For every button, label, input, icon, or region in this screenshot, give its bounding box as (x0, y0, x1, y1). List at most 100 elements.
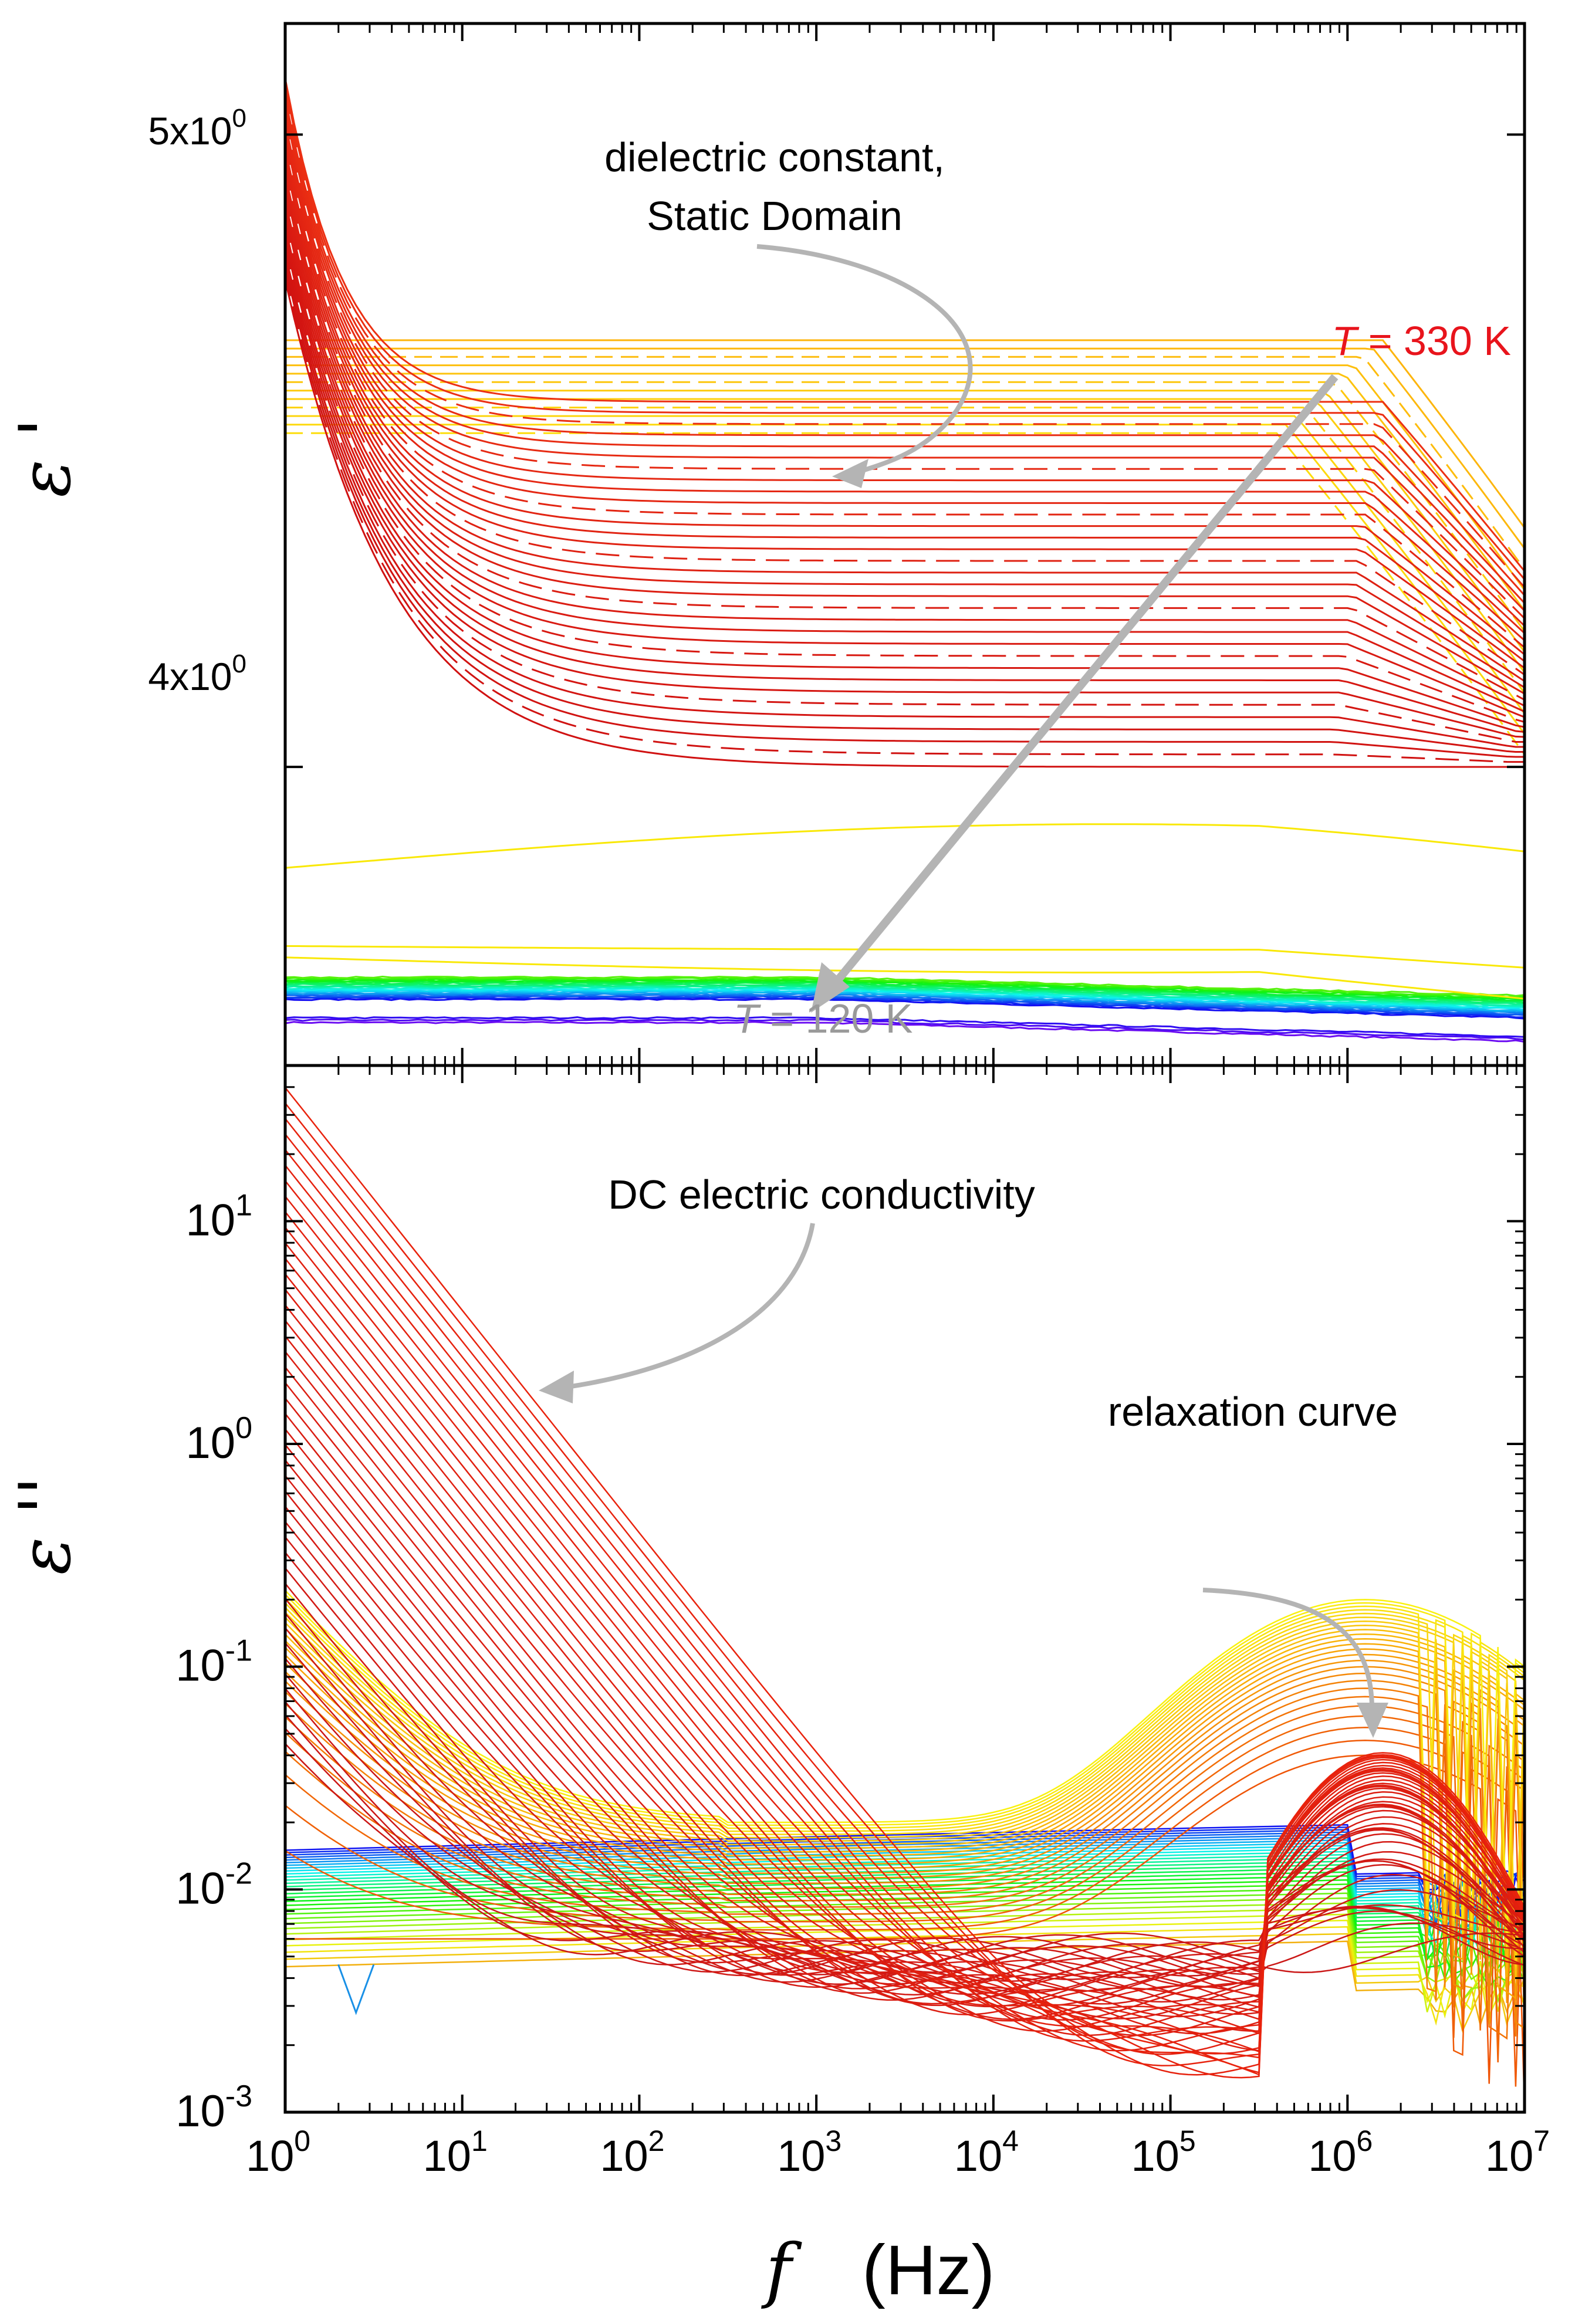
eps-dprime-relax-series (285, 1622, 1525, 1975)
eps-prime-hot-series (285, 122, 1525, 627)
t-cold-label: T = 120 K (734, 996, 912, 1041)
eps-dprime-relax-series (285, 1638, 1525, 1857)
bottom-xtick-label: 106 (1308, 2125, 1373, 2180)
bottom-xtick-label: 103 (777, 2125, 841, 2180)
bottom-ytick-labels: 10-3 10-2 10-1 100 101 (175, 1188, 252, 2136)
eps-prime-hot-series (285, 199, 1525, 707)
eps-prime-hot-series (285, 193, 1525, 701)
bottom-xtick-label: 107 (1485, 2125, 1550, 2180)
eps-prime-mid-series (285, 390, 1525, 652)
bottom-xtick-label: 102 (600, 2125, 664, 2180)
eps-prime-hot-series (285, 213, 1525, 718)
eps-dprime-conductivity-series (285, 1134, 1525, 2076)
eps-dprime-relax-series (285, 1612, 1525, 1967)
eps-prime-hot-series (285, 97, 1525, 596)
eps-prime-hot-series (285, 154, 1525, 662)
bottom-panel: 10-3 10-2 10-1 100 101 100 101 102 103 104 105 106… (5, 1064, 1550, 2311)
eps-dprime-lowT-series (285, 1868, 1525, 1968)
relaxation-arrowhead (1357, 1703, 1388, 1738)
eps-dprime-relax-series (285, 1606, 1525, 1940)
eps-dprime-relax-series (285, 1633, 1525, 1977)
eps-prime-lowT-series (285, 994, 1525, 1016)
eps-prime-hot-series (285, 279, 1525, 768)
bottom-xtick-label: 100 (246, 2125, 310, 2180)
static-domain-arrowhead (832, 459, 868, 488)
bottom-series-group (285, 1087, 1525, 2108)
eps-prime-mid-series (285, 373, 1525, 611)
eps-dprime-lowT-series (285, 1879, 1525, 1979)
eps-dprime-relax-series (285, 1705, 1525, 2031)
top-ticks (284, 23, 1526, 1065)
top-panel: 5x100 4x100 ε ' dielectric constant, Sta… (5, 22, 1526, 1067)
bottom-xtick-labels: 100 101 102 103 104 105 106 107 (246, 2125, 1550, 2180)
static-domain-annotation-line1: dielectric constant, (604, 134, 945, 180)
eps-prime-hot-series (285, 266, 1525, 758)
eps-dprime-conductivity-series (285, 1687, 1525, 1980)
eps-dprime-relax-series (285, 1666, 1525, 2022)
eps-dprime-conductivity-series (285, 1552, 1525, 1997)
relaxation-annotation: relaxation curve (1108, 1389, 1398, 1435)
eps-prime-hot-series (285, 253, 1525, 748)
eps-prime-hot-series (285, 187, 1525, 695)
eps-prime-lowT-series (285, 1021, 1525, 1043)
dc-conductivity-arrow (563, 1223, 815, 1390)
temperature-arrowhead (811, 962, 850, 1013)
eps-dprime-lowT-series (285, 1907, 1525, 2002)
eps-prime-lowT-series (285, 1016, 1525, 1038)
dc-conductivity-arrowhead (539, 1371, 574, 1403)
eps-dprime-relax-series (285, 1653, 1525, 1998)
bottom-ytick-label: 10-3 (175, 2079, 252, 2136)
bottom-xtick-label: 101 (423, 2125, 488, 2180)
eps-prime-hot-series (285, 226, 1525, 728)
eps-prime-mid-series (285, 364, 1525, 591)
eps-dprime-conductivity-series (285, 1335, 1525, 2035)
eps-dprime-relax-series (285, 1715, 1525, 2052)
eps-dprime-conductivity-series (285, 1567, 1525, 1995)
eps-prime-lowT-series (285, 996, 1525, 1019)
eps-prime-hot-series (285, 90, 1525, 588)
eps-prime-hot-series (285, 167, 1525, 676)
eps-dprime-conductivity-series (285, 1382, 1525, 2020)
eps-dprime-conductivity-series (285, 1087, 1525, 2076)
eps-dprime-lowT-series (285, 1892, 1525, 1985)
eps-prime-lowT-series (285, 990, 1525, 1012)
eps-prime-hot-series (285, 273, 1525, 763)
top-ylabel: ε ' (5, 418, 86, 498)
eps-prime-lowT-series (285, 997, 1525, 1020)
eps-prime-lowT-series (285, 989, 1525, 1011)
bottom-ylabel: ε '' (5, 1476, 86, 1575)
eps-dprime-conductivity-series (285, 1149, 1525, 2079)
eps-dprime-conductivity-series (285, 1743, 1525, 1974)
eps-prime-mid-series (285, 356, 1525, 570)
eps-dprime-lowT-series (285, 1863, 1525, 1965)
relaxation-arrow (1202, 1588, 1375, 1714)
eps-dprime-lowT-series (285, 1933, 1525, 2033)
static-domain-annotation-line2: Static Domain (647, 193, 903, 239)
eps-prime-mid-series (285, 381, 1525, 632)
bottom-ytick-label: 10-2 (175, 1856, 252, 1913)
eps-dprime-conductivity-series (285, 1118, 1525, 2066)
eps-dprime-relax-series (285, 1659, 1525, 2003)
eps-dprime-conductivity-series (285, 1180, 1525, 2053)
eps-prime-hot-series (285, 148, 1525, 655)
eps-dprime-conductivity-series (285, 1521, 1525, 2003)
eps-prime-hot-series (285, 161, 1525, 669)
bottom-plot-frame (283, 1064, 1526, 2114)
bottom-xtick-label: 104 (954, 2125, 1019, 2180)
eps-dprime-relax-series (285, 1648, 1525, 2000)
eps-dprime-lowT-series (285, 1834, 1525, 1933)
eps-dprime-conductivity-series (285, 1227, 1525, 2055)
eps-prime-lowT-series (285, 975, 1525, 997)
top-ytick-label-5: 5x100 (148, 104, 246, 153)
eps-dprime-relax-series (285, 1589, 1525, 1943)
eps-prime-hot-series (285, 180, 1525, 689)
eps-dprime-conductivity-series (285, 1429, 1525, 2018)
eps-dprime-conductivity-series (285, 1273, 1525, 2035)
dc-conductivity-annotation: DC electric conductivity (608, 1172, 1035, 1217)
static-domain-arrow (756, 244, 973, 476)
eps-prime-hot-series (285, 135, 1525, 641)
eps-prime-lowT-series (285, 979, 1525, 1001)
bottom-ytick-label: 100 (186, 1411, 252, 1468)
eps-dprime-conductivity-series (285, 1165, 1525, 2073)
eps-dprime-relax-series (285, 1680, 1525, 2011)
